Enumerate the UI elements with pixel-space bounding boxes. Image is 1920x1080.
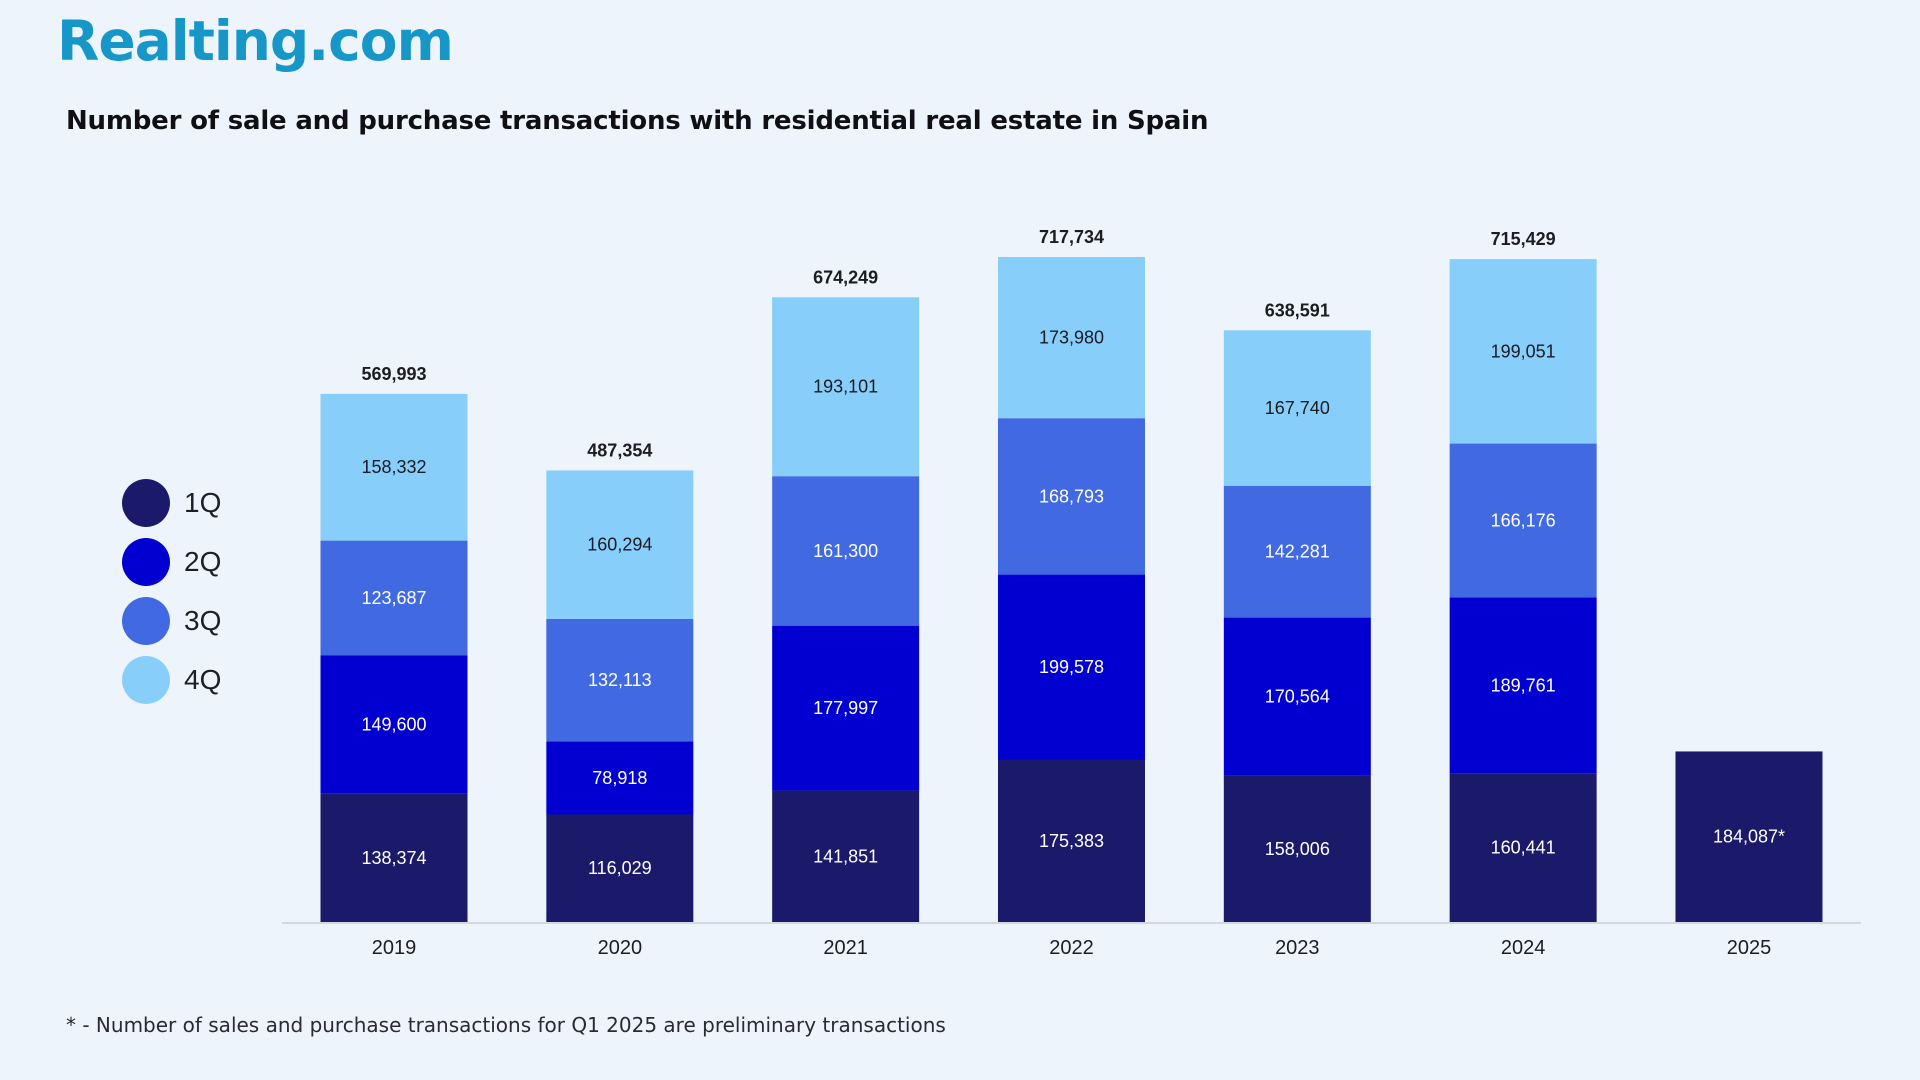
x-tick-label-2024: 2024 [1501, 937, 1546, 959]
bar-segment-2021-3q [772, 476, 920, 626]
bar-segment-2022-1q [997, 759, 1145, 922]
legend-label-1q: 1Q [184, 487, 222, 518]
bar-label-2019-3q: 123,687 [361, 588, 426, 608]
x-tick-label-2025: 2025 [1727, 937, 1772, 959]
chart-legend: 1Q 2Q 3Q 4Q [122, 479, 221, 715]
bar-label-2022-1q: 175,383 [1039, 831, 1104, 851]
bar-label-2022-2q: 199,578 [1039, 657, 1104, 677]
bar-segment-2025-1q [1675, 751, 1823, 922]
bar-label-2021-3q: 161,300 [813, 541, 878, 561]
bar-segment-2019-4q [320, 393, 468, 541]
bar-label-2024-2q: 189,761 [1491, 675, 1556, 695]
legend-item-4q: 4Q [122, 656, 221, 704]
legend-swatch-2q [122, 538, 170, 586]
realting-logo[interactable]: Realting.com [57, 9, 454, 73]
bar-label-2022-3q: 168,793 [1039, 486, 1104, 506]
bar-segment-2020-1q [546, 814, 694, 922]
bar-segment-2024-1q [1449, 773, 1597, 922]
footnote: * - Number of sales and purchase transac… [66, 1013, 946, 1037]
bar-label-2024-3q: 166,176 [1491, 511, 1556, 531]
bar-label-2020-3q: 132,113 [588, 670, 652, 690]
bar-label-2020-2q: 78,918 [592, 768, 647, 788]
legend-item-1q: 1Q [122, 479, 221, 527]
bar-segment-2023-2q [1223, 617, 1371, 776]
bar-label-2021-4q: 193,101 [813, 377, 878, 397]
bar-segment-2023-3q [1223, 485, 1371, 618]
legend-item-2q: 2Q [122, 538, 221, 586]
bar-segment-2024-2q [1449, 597, 1597, 774]
bar-segment-2023-4q [1223, 330, 1371, 486]
legend-swatch-3q [122, 597, 170, 645]
bar-segment-2022-2q [997, 574, 1145, 760]
total-label-2020: 487,354 [587, 440, 652, 460]
bar-segment-2020-3q [546, 618, 694, 742]
bar-label-2022-4q: 173,980 [1039, 328, 1104, 348]
legend-label-3q: 3Q [184, 605, 222, 636]
legend-item-3q: 3Q [122, 597, 221, 645]
x-tick-label-2019: 2019 [372, 937, 417, 959]
x-tick-label-2022: 2022 [1049, 937, 1094, 959]
bar-segment-2019-2q [320, 655, 468, 794]
bar-label-2019-4q: 158,332 [361, 457, 426, 477]
bar-segment-2020-2q [546, 741, 694, 815]
x-tick-label-2020: 2020 [598, 937, 643, 959]
bar-segment-2024-4q [1449, 259, 1597, 444]
bar-label-2023-3q: 142,281 [1265, 542, 1330, 562]
bar-segment-2022-4q [997, 257, 1145, 419]
bar-segment-2021-2q [772, 625, 920, 791]
bar-segment-2022-3q [997, 418, 1145, 575]
x-tick-label-2021: 2021 [823, 937, 868, 959]
bar-segment-2021-1q [772, 790, 920, 922]
bar-label-2020-1q: 116,029 [588, 858, 652, 878]
legend-swatch-4q [122, 656, 170, 704]
legend-label-4q: 4Q [184, 664, 222, 695]
bar-label-2023-2q: 170,564 [1265, 687, 1330, 707]
bar-label-2019-2q: 149,600 [361, 714, 426, 734]
bar-label-2019-1q: 138,374 [361, 848, 426, 868]
total-label-2019: 569,993 [361, 364, 426, 384]
bar-label-2024-4q: 199,051 [1491, 341, 1556, 361]
bar-label-2025-1q: 184,087* [1713, 827, 1785, 847]
bar-label-2021-1q: 141,851 [813, 846, 878, 866]
bar-segment-2019-3q [320, 540, 468, 656]
total-label-2023: 638,591 [1265, 300, 1330, 320]
bar-segment-2021-4q [772, 297, 920, 477]
bar-label-2021-2q: 177,997 [813, 698, 878, 718]
bar-label-2024-1q: 160,441 [1491, 838, 1556, 858]
x-tick-label-2023: 2023 [1275, 937, 1320, 959]
bar-segment-2024-3q [1449, 443, 1597, 598]
bar-segment-2020-4q [546, 470, 694, 619]
total-label-2024: 715,429 [1491, 229, 1556, 249]
total-label-2022: 717,734 [1039, 227, 1104, 247]
chart-title: Number of sale and purchase transactions… [66, 106, 1209, 136]
legend-label-2q: 2Q [184, 546, 222, 577]
legend-swatch-1q [122, 479, 170, 527]
bar-label-2023-4q: 167,740 [1265, 398, 1330, 418]
bar-label-2023-1q: 158,006 [1265, 839, 1330, 859]
bar-segment-2019-1q [320, 793, 468, 922]
bar-label-2020-4q: 160,294 [587, 535, 652, 555]
total-label-2021: 674,249 [813, 267, 878, 287]
bar-segment-2023-1q [1223, 775, 1371, 922]
